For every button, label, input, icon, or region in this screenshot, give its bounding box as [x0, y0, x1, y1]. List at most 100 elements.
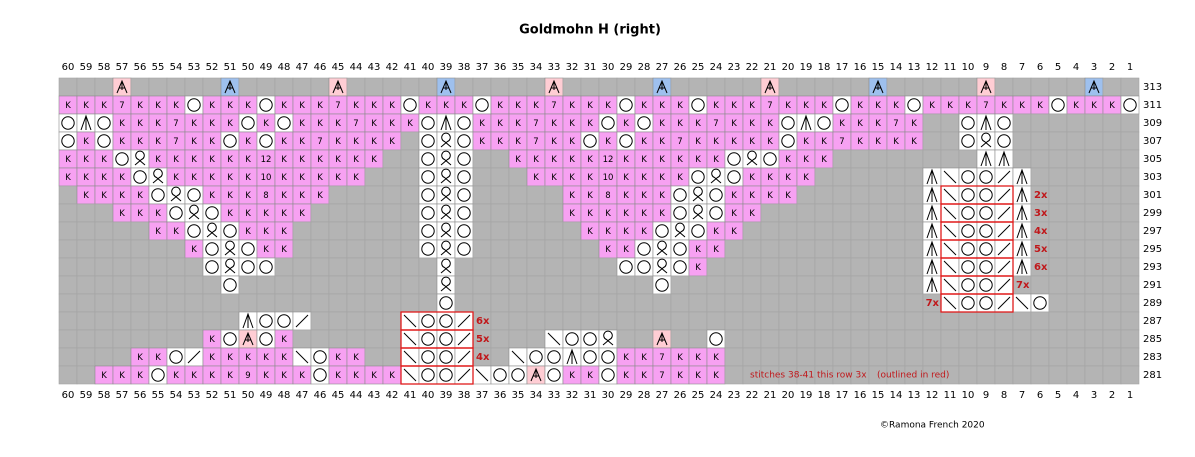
stitch-cell: K	[238, 221, 258, 241]
stitch-cell: K	[580, 95, 600, 115]
stitch-cell	[1048, 203, 1068, 223]
stitch-label: 7	[335, 101, 340, 111]
stitch-label: K	[281, 335, 287, 345]
cell-bg	[778, 293, 798, 313]
row-number: 301	[1143, 190, 1162, 201]
cell-bg	[490, 347, 510, 367]
stitch-cell: 7	[832, 131, 852, 151]
stitch-label: K	[659, 137, 665, 147]
stitch-cell	[1102, 347, 1122, 367]
cell-bg	[202, 275, 222, 295]
yarn-over	[601, 350, 615, 364]
stitch-label: K	[911, 137, 917, 147]
stitch-cell	[184, 329, 204, 349]
column-number: 6	[1037, 390, 1043, 401]
stitch-label: K	[659, 101, 665, 111]
stitch-cell	[256, 257, 276, 277]
stitch-cell	[346, 239, 366, 259]
stitch-cell	[724, 275, 744, 295]
cell-bg	[238, 275, 258, 295]
stitch-cell	[526, 257, 546, 277]
stitch-cell	[616, 311, 636, 331]
cell-bg	[652, 311, 672, 331]
stitch-cell	[940, 185, 960, 205]
stitch-cell	[778, 203, 798, 223]
stitch-cell: K	[184, 239, 204, 259]
stitch-cell	[706, 275, 726, 295]
stitch-cell	[292, 221, 312, 241]
column-number: 1	[1127, 62, 1133, 73]
stitch-cell: K	[274, 221, 294, 241]
twisted-stitch	[602, 330, 614, 346]
cell-bg	[1012, 329, 1032, 349]
stitch-cell: K	[346, 347, 366, 367]
stitch-cell	[886, 203, 906, 223]
stitch-cell	[508, 167, 528, 187]
column-number: 48	[278, 390, 291, 401]
twisted-stitch	[224, 258, 236, 274]
column-number: 42	[386, 390, 399, 401]
stitch-cell	[670, 203, 690, 223]
column-number: 58	[98, 390, 111, 401]
stitch-cell	[976, 77, 996, 97]
stitch-label: K	[389, 119, 395, 129]
stitch-cell	[958, 77, 978, 97]
stitch-cell	[472, 239, 492, 259]
stitch-cell	[454, 221, 474, 241]
stitch-cell	[274, 257, 294, 277]
stitch-cell	[94, 257, 114, 277]
stitch-cell	[130, 257, 150, 277]
stitch-cell	[616, 77, 636, 97]
stitch-cell	[454, 203, 474, 223]
stitch-cell: K	[238, 149, 258, 169]
stitch-cell	[670, 77, 690, 97]
column-number: 44	[350, 390, 363, 401]
yarn-over	[277, 314, 291, 328]
stitch-label: K	[803, 137, 809, 147]
cell-bg	[58, 329, 78, 349]
column-number: 27	[656, 62, 669, 73]
stitch-cell	[184, 203, 204, 223]
cell-bg	[490, 149, 510, 169]
column-number: 14	[890, 390, 903, 401]
column-number: 26	[674, 390, 687, 401]
cell-bg	[328, 329, 348, 349]
column-number: 11	[944, 390, 957, 401]
cell-bg	[850, 311, 870, 331]
stitch-label: 8	[263, 191, 268, 201]
ssk	[943, 206, 957, 220]
stitch-cell: K	[94, 365, 114, 385]
stitch-cell	[904, 293, 924, 313]
cell-bg	[526, 221, 546, 241]
centered-decrease	[872, 79, 884, 94]
cell-bg	[778, 203, 798, 223]
stitch-cell	[1066, 275, 1086, 295]
stitch-cell	[832, 239, 852, 259]
column-number: 19	[800, 62, 813, 73]
stitch-label: K	[821, 101, 827, 111]
column-number: 21	[764, 62, 777, 73]
cell-bg	[184, 311, 204, 331]
double-decrease	[1016, 186, 1028, 203]
cell-bg	[418, 293, 438, 313]
stitch-cell	[274, 275, 294, 295]
stitch-cell: K	[274, 365, 294, 385]
stitch-cell: K	[1012, 95, 1032, 115]
stitch-label: K	[641, 353, 647, 363]
column-number: 55	[152, 62, 165, 73]
stitch-label: K	[353, 173, 359, 183]
cell-bg	[1048, 239, 1068, 259]
stitch-label: K	[641, 371, 647, 381]
cell-bg	[1102, 167, 1122, 187]
cell-bg	[310, 311, 330, 331]
stitch-cell	[1120, 365, 1140, 385]
column-number: 47	[296, 390, 309, 401]
yarn-over	[61, 134, 75, 148]
stitch-cell	[526, 203, 546, 223]
stitch-cell	[562, 257, 582, 277]
column-number: 57	[116, 62, 129, 73]
stitch-cell	[454, 149, 474, 169]
stitch-cell: K	[256, 239, 276, 259]
cell-bg	[652, 293, 672, 313]
yarn-over	[421, 350, 435, 364]
